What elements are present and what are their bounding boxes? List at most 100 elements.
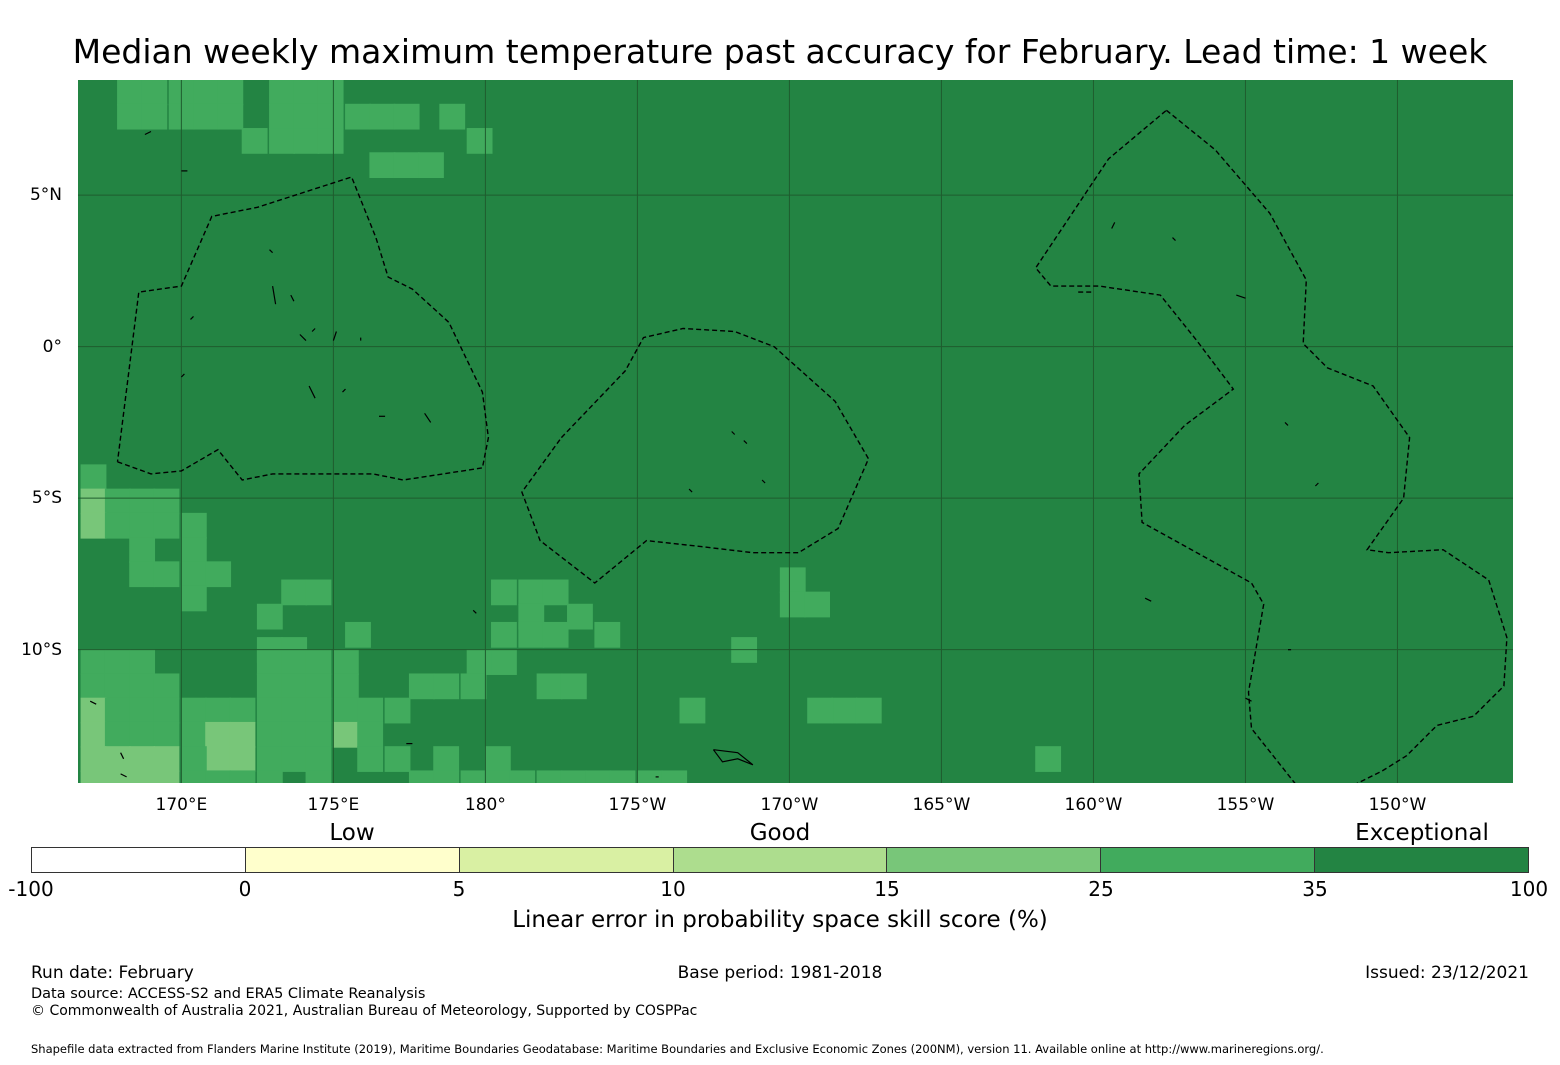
skill-cell bbox=[484, 746, 511, 772]
island-outline bbox=[688, 488, 693, 493]
skill-cell bbox=[305, 746, 332, 772]
longitude-tick-label: 160°W bbox=[1064, 795, 1123, 815]
skill-cell bbox=[433, 770, 460, 783]
legend-swatch bbox=[1315, 848, 1529, 872]
skill-cell bbox=[460, 770, 487, 783]
skill-cell bbox=[560, 770, 587, 783]
colorbar-tick-label: 10 bbox=[660, 877, 686, 901]
skill-cell bbox=[509, 770, 536, 783]
skill-cell bbox=[256, 770, 283, 783]
skill-cell bbox=[80, 673, 107, 700]
skill-cell bbox=[433, 673, 460, 700]
eez-boundary bbox=[521, 327, 870, 584]
skill-cell bbox=[217, 103, 244, 130]
skill-cell bbox=[153, 746, 180, 772]
skill-cell bbox=[129, 512, 156, 539]
island-outline bbox=[299, 334, 307, 342]
skill-cell bbox=[484, 770, 511, 783]
skill-cell bbox=[804, 591, 830, 618]
legend-swatch bbox=[459, 848, 674, 872]
eez-boundary bbox=[1034, 109, 1508, 783]
legend-category-label: Exceptional bbox=[1355, 820, 1489, 846]
skill-cell bbox=[305, 673, 332, 700]
island-outline bbox=[472, 609, 477, 614]
island-outline bbox=[308, 385, 316, 399]
skill-cell bbox=[180, 697, 207, 724]
skill-cell bbox=[293, 103, 320, 130]
eez-boundary bbox=[116, 176, 490, 481]
island-outline bbox=[743, 440, 748, 445]
skill-cell bbox=[466, 128, 493, 154]
copyright-notice: © Commonwealth of Australia 2021, Austra… bbox=[31, 1003, 698, 1019]
legend-swatch bbox=[32, 848, 246, 872]
data-source: Data source: ACCESS-S2 and ERA5 Climate … bbox=[31, 986, 426, 1002]
shapefile-credit: Shapefile data extracted from Flanders M… bbox=[31, 1042, 1324, 1056]
island-outline bbox=[731, 431, 736, 435]
skill-cell bbox=[305, 697, 332, 724]
skill-cell bbox=[256, 746, 283, 772]
skill-cell bbox=[369, 152, 396, 179]
skill-cell bbox=[205, 795, 231, 821]
colorbar-tick-label: 15 bbox=[874, 877, 900, 901]
island-outline bbox=[1284, 421, 1289, 426]
island-outline bbox=[761, 479, 766, 484]
skill-cell bbox=[104, 512, 131, 539]
longitude-tick-label: 180° bbox=[464, 795, 506, 815]
skill-cell bbox=[104, 721, 131, 748]
skill-cell bbox=[80, 512, 107, 539]
skill-cell bbox=[180, 561, 207, 588]
skill-cell bbox=[117, 103, 143, 130]
skill-cell bbox=[357, 697, 384, 724]
island-outline bbox=[332, 331, 337, 341]
skill-cell bbox=[491, 621, 517, 648]
island-outline bbox=[1245, 697, 1252, 702]
island-outline bbox=[1314, 482, 1319, 487]
island-outline bbox=[89, 700, 97, 705]
map-layer bbox=[78, 80, 1513, 821]
legend-category-label: Low bbox=[329, 820, 375, 846]
skill-cell bbox=[305, 721, 332, 748]
colorbar-tick-label: 25 bbox=[1088, 877, 1114, 901]
skill-cell bbox=[439, 103, 466, 130]
skill-cell bbox=[345, 103, 371, 130]
skill-cell bbox=[129, 537, 156, 563]
skill-cell bbox=[105, 795, 131, 821]
skill-cell bbox=[609, 770, 636, 783]
skill-cell bbox=[332, 721, 359, 748]
latitude-tick-label: 5°S bbox=[31, 488, 62, 509]
skill-cell bbox=[332, 697, 359, 724]
skill-cell bbox=[104, 770, 131, 783]
skill-cell bbox=[832, 795, 858, 821]
skill-cell bbox=[305, 579, 332, 606]
skill-cell bbox=[129, 746, 156, 772]
skill-cell bbox=[229, 770, 256, 783]
skill-cell bbox=[230, 795, 256, 821]
skill-cell bbox=[661, 770, 688, 783]
skill-cell bbox=[269, 80, 295, 106]
skill-cell bbox=[393, 103, 420, 130]
longitude-tick-label: 175°E bbox=[307, 795, 360, 815]
longitude-tick-label: 150°W bbox=[1368, 795, 1427, 815]
skill-cell bbox=[241, 128, 268, 154]
skill-cell bbox=[560, 673, 587, 700]
skill-cell bbox=[536, 770, 563, 783]
island-outline bbox=[290, 294, 295, 302]
island-outline bbox=[1236, 294, 1246, 299]
longitude-tick-label: 155°W bbox=[1216, 795, 1275, 815]
skill-cell bbox=[357, 721, 384, 748]
skill-cell bbox=[180, 770, 207, 783]
legend-category-label: Good bbox=[749, 820, 811, 846]
skill-cell bbox=[542, 579, 569, 606]
island-outline bbox=[120, 752, 125, 760]
skill-cell bbox=[205, 770, 232, 783]
skill-cell bbox=[104, 746, 131, 772]
skill-cell bbox=[81, 795, 107, 821]
skill-cell bbox=[537, 795, 563, 821]
skill-cell bbox=[317, 103, 344, 130]
skill-cell bbox=[180, 585, 207, 612]
longitude-tick-label: 175°W bbox=[608, 795, 667, 815]
skill-cell bbox=[384, 746, 411, 772]
island-outline bbox=[424, 412, 432, 423]
skill-cell bbox=[317, 128, 344, 154]
skill-cell bbox=[229, 697, 256, 724]
